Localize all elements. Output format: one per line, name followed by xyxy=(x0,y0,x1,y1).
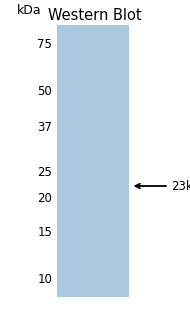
Text: Western Blot: Western Blot xyxy=(48,8,142,23)
Text: 23kDa: 23kDa xyxy=(171,180,190,193)
Bar xyxy=(57,25,129,297)
Text: kDa: kDa xyxy=(17,4,42,17)
